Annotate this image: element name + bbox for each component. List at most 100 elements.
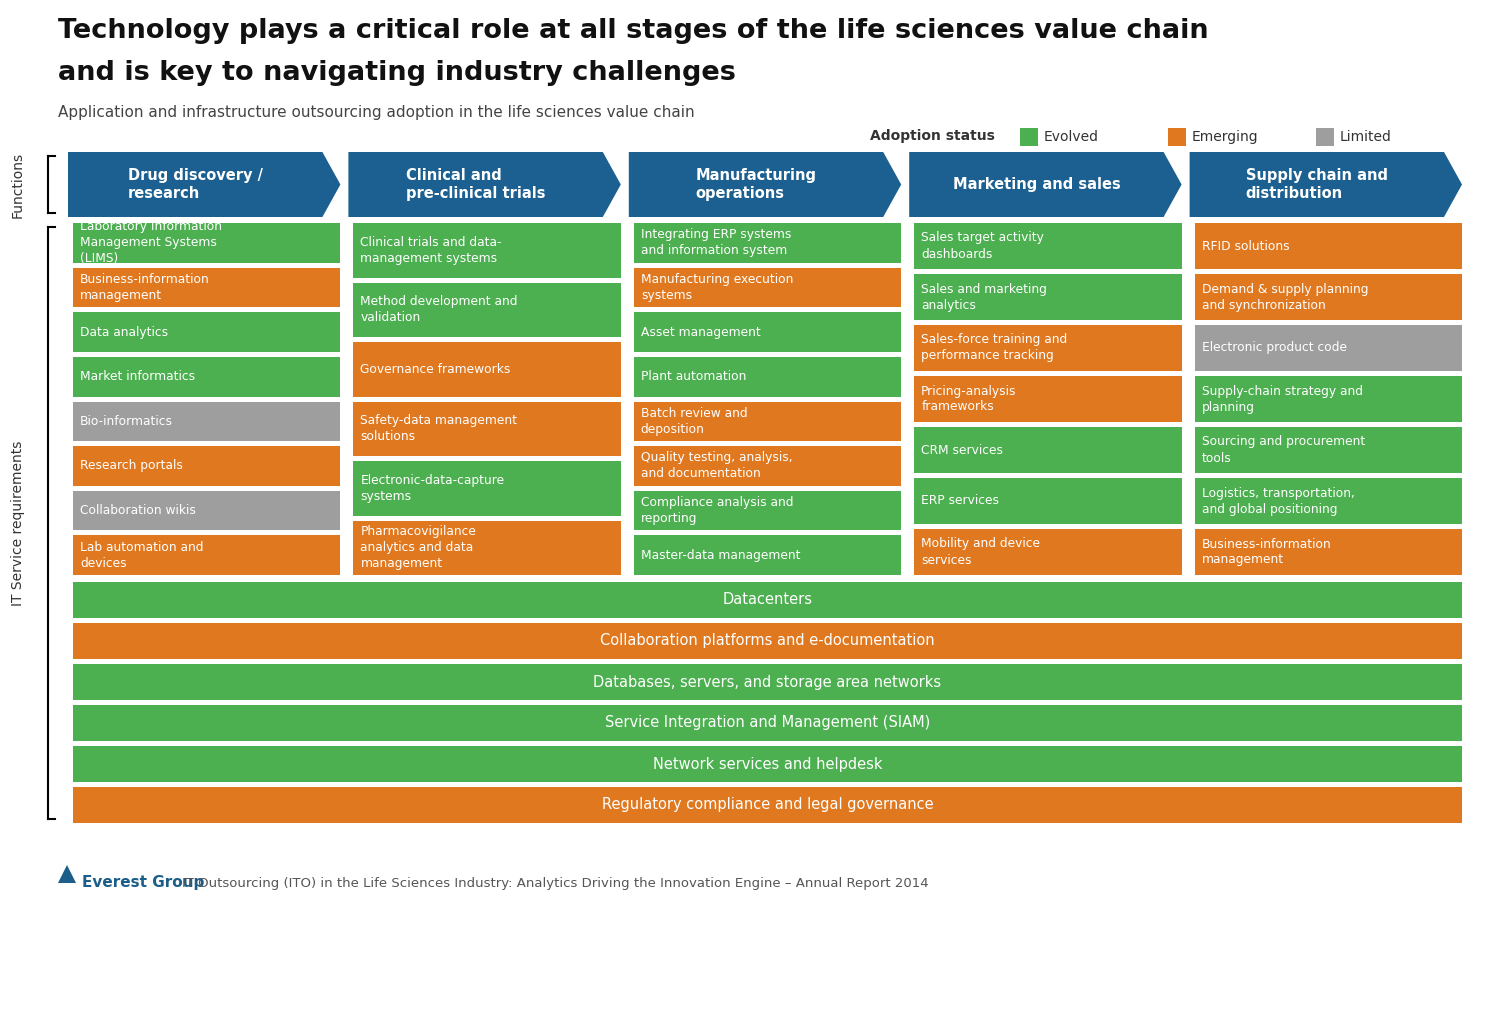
FancyBboxPatch shape: [635, 312, 901, 352]
Text: Pricing-analysis
frameworks: Pricing-analysis frameworks: [921, 384, 1016, 414]
Text: Regulatory compliance and legal governance: Regulatory compliance and legal governan…: [602, 798, 933, 812]
Text: Electronic product code: Electronic product code: [1202, 342, 1346, 354]
FancyBboxPatch shape: [635, 535, 901, 575]
FancyBboxPatch shape: [73, 312, 340, 352]
Text: Clinical and
pre-clinical trials: Clinical and pre-clinical trials: [406, 167, 545, 201]
Text: CRM services: CRM services: [921, 444, 1003, 456]
Text: Electronic-data-capture
systems: Electronic-data-capture systems: [361, 473, 505, 503]
FancyBboxPatch shape: [1195, 223, 1462, 269]
Text: Limited: Limited: [1340, 130, 1392, 144]
Text: Supply-chain strategy and
planning: Supply-chain strategy and planning: [1202, 384, 1363, 414]
Text: IT Service requirements: IT Service requirements: [10, 441, 25, 606]
FancyBboxPatch shape: [914, 223, 1181, 269]
Text: Business-information
management: Business-information management: [80, 273, 210, 302]
FancyBboxPatch shape: [635, 446, 901, 486]
Text: Functions: Functions: [10, 151, 25, 218]
FancyBboxPatch shape: [73, 268, 340, 307]
FancyBboxPatch shape: [73, 623, 1462, 659]
Text: Mobility and device
services: Mobility and device services: [921, 537, 1040, 567]
Text: Bio-informatics: Bio-informatics: [80, 415, 172, 428]
Polygon shape: [58, 865, 76, 883]
FancyBboxPatch shape: [914, 325, 1181, 371]
FancyBboxPatch shape: [354, 402, 621, 456]
FancyBboxPatch shape: [73, 223, 340, 263]
Text: Master-data management: Master-data management: [640, 548, 801, 562]
FancyBboxPatch shape: [1317, 128, 1334, 146]
Text: Clinical trials and data-
management systems: Clinical trials and data- management sys…: [361, 236, 502, 265]
Text: Safety-data management
solutions: Safety-data management solutions: [361, 414, 517, 444]
Text: RFID solutions: RFID solutions: [1202, 239, 1290, 253]
Text: Sourcing and procurement
tools: Sourcing and procurement tools: [1202, 435, 1364, 464]
Text: Batch review and
deposition: Batch review and deposition: [640, 407, 747, 435]
FancyBboxPatch shape: [354, 223, 621, 277]
Text: Collaboration wikis: Collaboration wikis: [80, 504, 196, 517]
FancyBboxPatch shape: [914, 274, 1181, 320]
FancyBboxPatch shape: [635, 491, 901, 530]
Text: Datacenters: Datacenters: [722, 593, 813, 608]
Text: Evolved: Evolved: [1045, 130, 1100, 144]
FancyBboxPatch shape: [1195, 529, 1462, 575]
Text: Method development and
validation: Method development and validation: [361, 295, 519, 325]
Polygon shape: [348, 152, 621, 217]
FancyBboxPatch shape: [73, 535, 340, 575]
Text: Adoption status: Adoption status: [869, 129, 994, 143]
Text: Everest Group: Everest Group: [82, 875, 205, 890]
Text: Manufacturing
operations: Manufacturing operations: [695, 167, 816, 201]
FancyBboxPatch shape: [73, 705, 1462, 741]
FancyBboxPatch shape: [73, 746, 1462, 782]
Text: Research portals: Research portals: [80, 459, 183, 472]
Polygon shape: [68, 152, 340, 217]
Polygon shape: [909, 152, 1181, 217]
Text: and is key to navigating industry challenges: and is key to navigating industry challe…: [58, 60, 736, 86]
Text: Application and infrastructure outsourcing adoption in the life sciences value c: Application and infrastructure outsourci…: [58, 105, 694, 120]
Text: Asset management: Asset management: [640, 326, 761, 339]
Text: Manufacturing execution
systems: Manufacturing execution systems: [640, 273, 794, 302]
FancyBboxPatch shape: [354, 342, 621, 396]
Text: Integrating ERP systems
and information system: Integrating ERP systems and information …: [640, 228, 791, 258]
Text: Sales target activity
dashboards: Sales target activity dashboards: [921, 231, 1045, 261]
FancyBboxPatch shape: [635, 223, 901, 263]
FancyBboxPatch shape: [73, 402, 340, 442]
Polygon shape: [629, 152, 901, 217]
Text: Drug discovery /
research: Drug discovery / research: [128, 167, 263, 201]
FancyBboxPatch shape: [73, 582, 1462, 618]
FancyBboxPatch shape: [1019, 128, 1039, 146]
FancyBboxPatch shape: [354, 282, 621, 337]
Text: Marketing and sales: Marketing and sales: [953, 177, 1120, 192]
Text: Governance frameworks: Governance frameworks: [361, 363, 511, 376]
Text: Market informatics: Market informatics: [80, 370, 195, 383]
FancyBboxPatch shape: [1195, 478, 1462, 524]
FancyBboxPatch shape: [73, 664, 1462, 700]
Text: Quality testing, analysis,
and documentation: Quality testing, analysis, and documenta…: [640, 452, 792, 481]
Text: Sales and marketing
analytics: Sales and marketing analytics: [921, 282, 1048, 311]
Text: Technology plays a critical role at all stages of the life sciences value chain: Technology plays a critical role at all …: [58, 18, 1208, 44]
Text: Databases, servers, and storage area networks: Databases, servers, and storage area net…: [593, 675, 942, 689]
FancyBboxPatch shape: [1195, 274, 1462, 320]
Text: Laboratory Information
Management Systems
(LIMS): Laboratory Information Management System…: [80, 221, 221, 265]
FancyBboxPatch shape: [73, 491, 340, 530]
Text: Collaboration platforms and e-documentation: Collaboration platforms and e-documentat…: [600, 634, 935, 648]
FancyBboxPatch shape: [1195, 325, 1462, 371]
Text: Lab automation and
devices: Lab automation and devices: [80, 540, 204, 570]
FancyBboxPatch shape: [73, 356, 340, 396]
Text: Network services and helpdesk: Network services and helpdesk: [652, 757, 883, 771]
Text: Logistics, transportation,
and global positioning: Logistics, transportation, and global po…: [1202, 487, 1354, 516]
FancyBboxPatch shape: [1195, 376, 1462, 422]
FancyBboxPatch shape: [914, 529, 1181, 575]
Text: IT Outsourcing (ITO) in the Life Sciences Industry: Analytics Driving the Innova: IT Outsourcing (ITO) in the Life Science…: [181, 876, 929, 889]
FancyBboxPatch shape: [73, 446, 340, 486]
Text: Demand & supply planning
and synchronization: Demand & supply planning and synchroniza…: [1202, 282, 1369, 311]
FancyBboxPatch shape: [635, 268, 901, 307]
Text: ERP services: ERP services: [921, 494, 999, 507]
FancyBboxPatch shape: [635, 402, 901, 442]
Text: Plant automation: Plant automation: [640, 370, 746, 383]
FancyBboxPatch shape: [73, 787, 1462, 823]
Text: Business-information
management: Business-information management: [1202, 537, 1331, 567]
Text: Service Integration and Management (SIAM): Service Integration and Management (SIAM…: [605, 716, 930, 730]
FancyBboxPatch shape: [914, 478, 1181, 524]
FancyBboxPatch shape: [914, 427, 1181, 473]
Text: Compliance analysis and
reporting: Compliance analysis and reporting: [640, 496, 794, 525]
Text: Emerging: Emerging: [1192, 130, 1259, 144]
FancyBboxPatch shape: [1168, 128, 1186, 146]
Text: Sales-force training and
performance tracking: Sales-force training and performance tra…: [921, 334, 1067, 363]
